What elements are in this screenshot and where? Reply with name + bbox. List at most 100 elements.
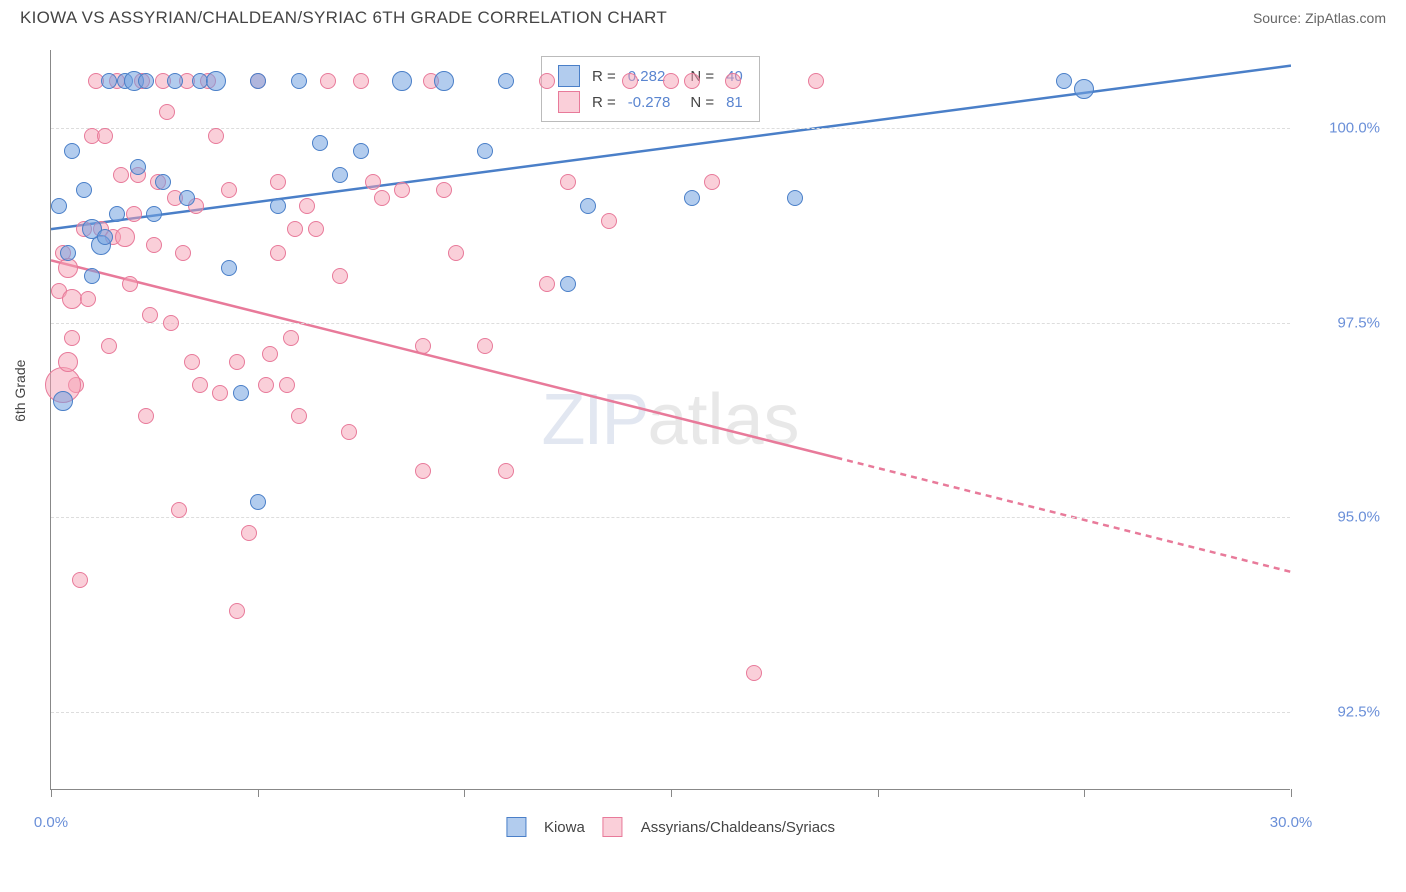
stats-legend: R = 0.282 N = 40 R = -0.278 N = 81 [541,56,760,122]
scatter-point-assyrian [663,73,679,89]
scatter-point-assyrian [146,237,162,253]
scatter-point-kiowa [167,73,183,89]
scatter-point-kiowa [1074,79,1094,99]
scatter-point-kiowa [270,198,286,214]
scatter-point-assyrian [163,315,179,331]
scatter-point-kiowa [76,182,92,198]
scatter-point-kiowa [684,190,700,206]
scatter-point-kiowa [179,190,195,206]
scatter-point-kiowa [60,245,76,261]
scatter-point-assyrian [80,291,96,307]
scatter-point-assyrian [175,245,191,261]
legend-swatch-pink [558,91,580,113]
scatter-point-assyrian [58,258,78,278]
scatter-point-assyrian [539,276,555,292]
x-tick [1084,789,1085,797]
scatter-point-assyrian [374,190,390,206]
scatter-point-kiowa [53,391,73,411]
scatter-point-kiowa [101,73,117,89]
scatter-point-assyrian [159,104,175,120]
scatter-point-assyrian [539,73,555,89]
scatter-point-kiowa [250,73,266,89]
scatter-point-assyrian [229,603,245,619]
scatter-point-assyrian [365,174,381,190]
scatter-point-assyrian [138,408,154,424]
r-label: R = [586,63,622,89]
scatter-point-assyrian [684,73,700,89]
scatter-point-kiowa [498,73,514,89]
scatter-point-assyrian [704,174,720,190]
n-value-assyrian: 81 [720,89,749,115]
scatter-point-assyrian [725,73,741,89]
x-tick-label-start: 0.0% [34,814,68,831]
scatter-point-assyrian [622,73,638,89]
gridline [51,517,1290,518]
bottom-legend-assyrian: Assyrians/Chaldeans/Syriacs [641,819,835,836]
scatter-point-assyrian [353,73,369,89]
scatter-point-assyrian [113,167,129,183]
bottom-swatch-pink [603,817,623,837]
scatter-point-assyrian [448,245,464,261]
scatter-point-assyrian [279,377,295,393]
scatter-point-assyrian [171,502,187,518]
scatter-point-kiowa [291,73,307,89]
scatter-point-kiowa [109,206,125,222]
gridline [51,712,1290,713]
scatter-point-kiowa [1056,73,1072,89]
x-tick [464,789,465,797]
scatter-point-kiowa [787,190,803,206]
scatter-point-assyrian [208,128,224,144]
x-tick [258,789,259,797]
scatter-point-assyrian [221,182,237,198]
scatter-point-assyrian [58,352,78,372]
watermark-atlas: atlas [647,380,799,460]
scatter-point-assyrian [62,289,82,309]
scatter-point-assyrian [332,268,348,284]
scatter-point-assyrian [64,330,80,346]
scatter-point-kiowa [392,71,412,91]
scatter-point-kiowa [477,143,493,159]
scatter-point-kiowa [130,159,146,175]
scatter-point-assyrian [126,206,142,222]
watermark-zip: ZIP [541,380,647,460]
scatter-point-assyrian [746,665,762,681]
scatter-point-kiowa [84,268,100,284]
scatter-point-assyrian [287,221,303,237]
scatter-point-assyrian [808,73,824,89]
x-tick [51,789,52,797]
scatter-point-assyrian [341,424,357,440]
scatter-point-assyrian [299,198,315,214]
scatter-point-kiowa [206,71,226,91]
r-label: R = [586,89,622,115]
scatter-point-assyrian [101,338,117,354]
scatter-point-assyrian [262,346,278,362]
x-tick [878,789,879,797]
scatter-point-assyrian [560,174,576,190]
scatter-point-assyrian [229,354,245,370]
scatter-point-assyrian [192,377,208,393]
scatter-point-assyrian [258,377,274,393]
bottom-legend-kiowa: Kiowa [544,819,585,836]
header: KIOWA VS ASSYRIAN/CHALDEAN/SYRIAC 6TH GR… [0,0,1406,40]
trend-lines [51,50,1291,790]
scatter-point-assyrian [308,221,324,237]
gridline [51,128,1290,129]
scatter-point-assyrian [477,338,493,354]
x-tick-label-end: 30.0% [1270,814,1313,831]
y-axis-label: 6th Grade [12,360,28,422]
gridline [51,323,1290,324]
scatter-point-assyrian [270,245,286,261]
scatter-point-kiowa [580,198,596,214]
scatter-point-kiowa [560,276,576,292]
legend-swatch-blue [558,65,580,87]
scatter-point-kiowa [64,143,80,159]
scatter-point-assyrian [212,385,228,401]
scatter-point-assyrian [122,276,138,292]
scatter-point-kiowa [332,167,348,183]
scatter-point-kiowa [434,71,454,91]
y-tick-label: 97.5% [1300,314,1380,331]
y-tick-label: 100.0% [1300,119,1380,136]
scatter-point-assyrian [115,227,135,247]
scatter-point-kiowa [138,73,154,89]
scatter-point-kiowa [97,229,113,245]
